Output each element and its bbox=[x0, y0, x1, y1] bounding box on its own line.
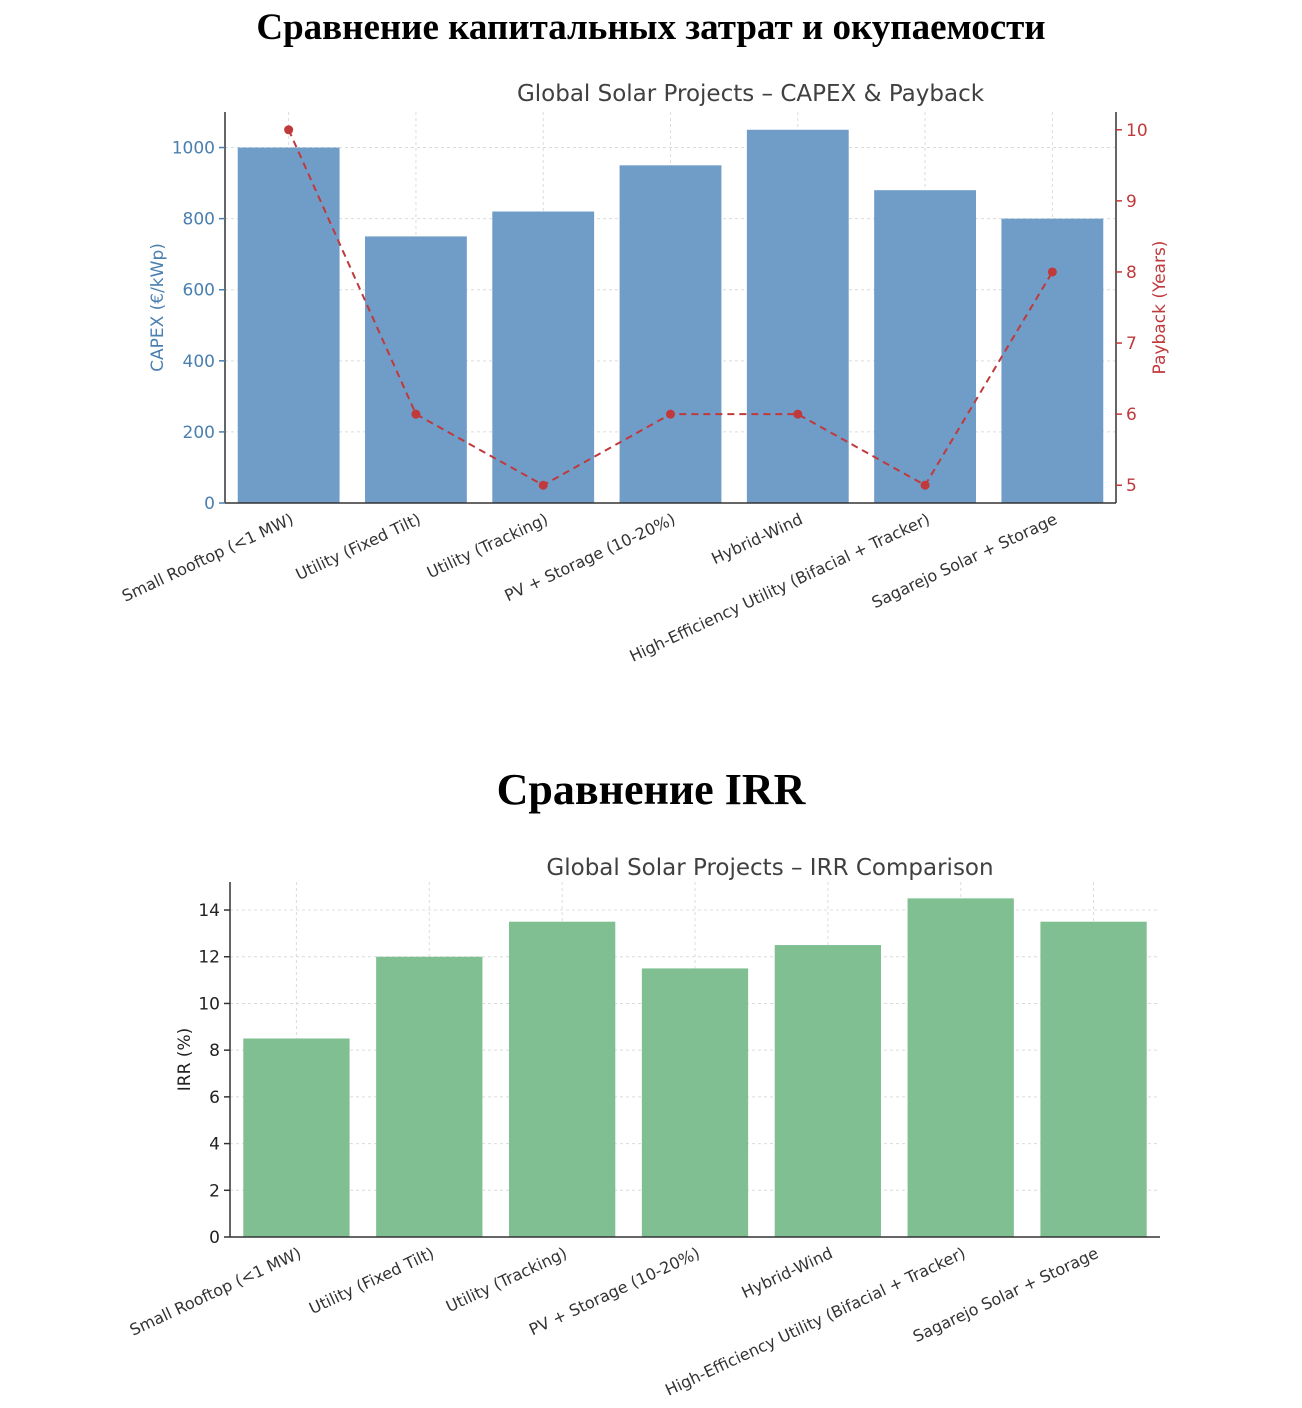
left-tick-label: 1000 bbox=[172, 139, 215, 159]
irr-bar bbox=[1040, 921, 1147, 1237]
section-heading-capex: Сравнение капитальных затрат и окупаемос… bbox=[256, 7, 1046, 48]
capex-bar bbox=[619, 165, 722, 503]
left-tick-label: 800 bbox=[183, 210, 215, 230]
left-tick-label: 400 bbox=[183, 352, 215, 372]
chart-title: Global Solar Projects – IRR Comparison bbox=[546, 855, 993, 881]
x-tick-label: Small Rooftop (<1 MW) bbox=[127, 1243, 304, 1339]
payback-point bbox=[1047, 267, 1057, 277]
section-heading-irr: Сравнение IRR bbox=[496, 765, 806, 814]
y-tick-label: 10 bbox=[198, 994, 220, 1014]
right-tick-label: 8 bbox=[1126, 263, 1137, 283]
payback-point bbox=[920, 480, 930, 490]
y-tick-label: 2 bbox=[209, 1181, 220, 1201]
irr-bar bbox=[641, 968, 749, 1237]
y-axis-label: IRR (%) bbox=[175, 1028, 195, 1091]
irr-bar bbox=[243, 1038, 350, 1237]
capex-bar bbox=[746, 129, 849, 504]
payback-point bbox=[666, 409, 675, 419]
right-tick-label: 10 bbox=[1126, 121, 1148, 141]
irr-bar bbox=[907, 898, 1014, 1237]
capex-bar bbox=[1001, 218, 1104, 504]
y-tick-label: 0 bbox=[209, 1228, 220, 1248]
x-tick-label: Hybrid-Wind bbox=[739, 1243, 836, 1302]
capex-bar bbox=[874, 190, 976, 503]
y-tick-label: 6 bbox=[209, 1088, 220, 1108]
right-tick-label: 5 bbox=[1126, 476, 1137, 496]
capex-bar bbox=[365, 236, 467, 503]
irr-bar bbox=[509, 921, 616, 1237]
payback-point bbox=[793, 409, 803, 419]
y-axis-right-label: Payback (Years) bbox=[1150, 241, 1170, 375]
left-tick-label: 600 bbox=[183, 281, 215, 301]
y-tick-label: 12 bbox=[198, 948, 220, 968]
right-tick-label: 9 bbox=[1126, 192, 1137, 212]
left-tick-label: 0 bbox=[204, 494, 215, 514]
y-axis-label: CAPEX (€/kWp) bbox=[148, 243, 168, 372]
right-tick-label: 7 bbox=[1126, 334, 1137, 354]
payback-point bbox=[284, 125, 294, 135]
chart-title: Global Solar Projects – CAPEX & Payback bbox=[517, 81, 985, 107]
y-tick-label: 4 bbox=[209, 1135, 220, 1155]
x-tick-label: Utility (Tracking) bbox=[443, 1243, 570, 1316]
left-tick-label: 200 bbox=[183, 423, 215, 443]
capex-payback-chart: 0 200 400 600 800 1000 5 6 7 8 9 10 Global Solar Pro… bbox=[119, 81, 1170, 666]
x-tick-label: Utility (Fixed Tilt) bbox=[306, 1243, 437, 1318]
irr-bar bbox=[774, 945, 881, 1237]
y-tick-label: 14 bbox=[198, 901, 220, 921]
y-tick-label: 8 bbox=[209, 1041, 220, 1061]
payback-point bbox=[538, 480, 548, 490]
irr-bar bbox=[376, 956, 483, 1237]
right-tick-label: 6 bbox=[1126, 405, 1137, 425]
payback-point bbox=[411, 409, 421, 419]
capex-bar bbox=[492, 211, 595, 503]
